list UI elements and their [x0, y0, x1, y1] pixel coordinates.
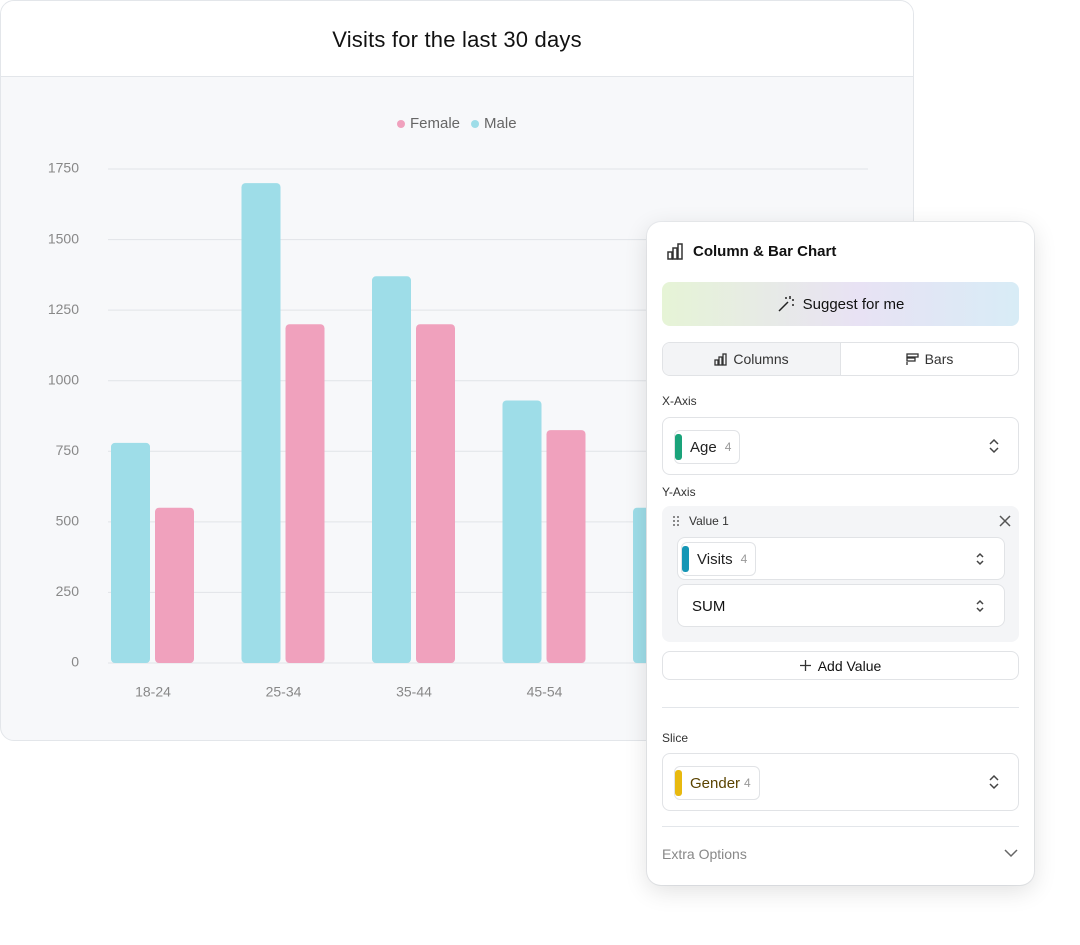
- extra-options[interactable]: Extra Options: [662, 846, 747, 862]
- aggregation: SUM: [692, 598, 726, 615]
- aggregation-select[interactable]: SUM: [677, 584, 1005, 627]
- y-tick-label: 750: [56, 442, 80, 458]
- drag-handle[interactable]: [672, 515, 680, 527]
- bar: [155, 507, 194, 663]
- value-group: Value 1 Visits 4 SUM: [662, 506, 1019, 642]
- field-select[interactable]: Visits 4: [677, 537, 1005, 580]
- bars-icon: [905, 352, 919, 365]
- field-name: Visits: [697, 550, 733, 568]
- bar: [111, 442, 150, 663]
- y-tick-label: 1750: [48, 160, 79, 176]
- y-tick-label: 1000: [48, 371, 79, 387]
- field-name: Gender: [690, 774, 741, 792]
- chart-title: Visits for the last 30 days: [332, 27, 582, 52]
- plus-icon: [799, 660, 811, 671]
- settings-panel: Column & Bar Chart Suggest for me Column…: [647, 222, 1034, 885]
- x-tick-label: 35-44: [396, 684, 432, 700]
- suggest-button[interactable]: Suggest for me: [662, 282, 1019, 326]
- tab-label: Bars: [924, 351, 954, 367]
- field-chip: Gender 4: [674, 766, 760, 800]
- y-tick-label: 1250: [48, 301, 79, 317]
- wand-icon: [778, 296, 794, 312]
- chart-icon: [667, 243, 683, 260]
- divider: [662, 826, 1019, 827]
- columns-icon: [714, 352, 728, 366]
- x-tick-label: 25-34: [266, 684, 302, 700]
- bar: [416, 324, 455, 663]
- tab-columns[interactable]: Columns: [663, 343, 841, 375]
- bar: [502, 400, 542, 663]
- tab-label: Columns: [733, 351, 789, 367]
- x-tick-label: 45-54: [527, 684, 563, 700]
- tabs: Columns Bars: [662, 342, 1019, 376]
- chart: 0 250 500 750 1000 1250 1500 1750 Female Male 18-2…: [48, 115, 868, 700]
- field-chip: Visits 4: [681, 542, 757, 576]
- legend-swatch: [471, 120, 480, 128]
- updown-icon: [989, 774, 999, 790]
- y-tick-label: 500: [56, 513, 80, 529]
- add-value-button[interactable]: Add Value: [662, 651, 1019, 680]
- chevron-down[interactable]: [1004, 849, 1018, 858]
- suggest-label: Suggest for me: [802, 295, 905, 313]
- slice-select[interactable]: Gender 4: [662, 753, 1019, 811]
- chip-color: [675, 434, 682, 460]
- legend-label: Female: [410, 115, 460, 132]
- x-tick-label: 18-24: [135, 684, 171, 700]
- divider: [662, 707, 1019, 708]
- chip-color: [682, 546, 689, 572]
- field-count: 4: [744, 776, 751, 790]
- bar: [546, 430, 586, 663]
- card-header: Visits for the last 30 days: [1, 1, 913, 77]
- panel-title: Column & Bar Chart: [693, 243, 837, 260]
- chip-color: [675, 770, 682, 796]
- y-tick-label: 250: [56, 583, 80, 599]
- bar: [285, 324, 325, 663]
- bar: [241, 183, 281, 663]
- field-chip: Age 4: [674, 430, 741, 464]
- x-axis-select[interactable]: Age 4: [662, 417, 1019, 475]
- add-value-label: Add Value: [817, 657, 882, 674]
- value-label: Value 1: [689, 514, 729, 528]
- y-axis-label: Y-Axis: [662, 485, 696, 499]
- updown-icon: [976, 552, 984, 565]
- legend-swatch: [397, 120, 405, 128]
- tab-bars[interactable]: Bars: [841, 343, 1018, 375]
- remove-button[interactable]: [999, 515, 1011, 527]
- field-name: Age: [690, 438, 717, 456]
- updown-icon: [989, 438, 999, 454]
- field-count: 4: [724, 440, 732, 454]
- field-count: 4: [740, 552, 748, 566]
- x-axis-label: X-Axis: [662, 394, 697, 408]
- y-tick-label: 1500: [48, 230, 79, 246]
- slice-label: Slice: [662, 731, 689, 745]
- bar: [372, 276, 411, 663]
- updown-icon: [976, 599, 984, 612]
- legend-label: Male: [484, 115, 517, 132]
- y-tick-label: 0: [71, 654, 79, 670]
